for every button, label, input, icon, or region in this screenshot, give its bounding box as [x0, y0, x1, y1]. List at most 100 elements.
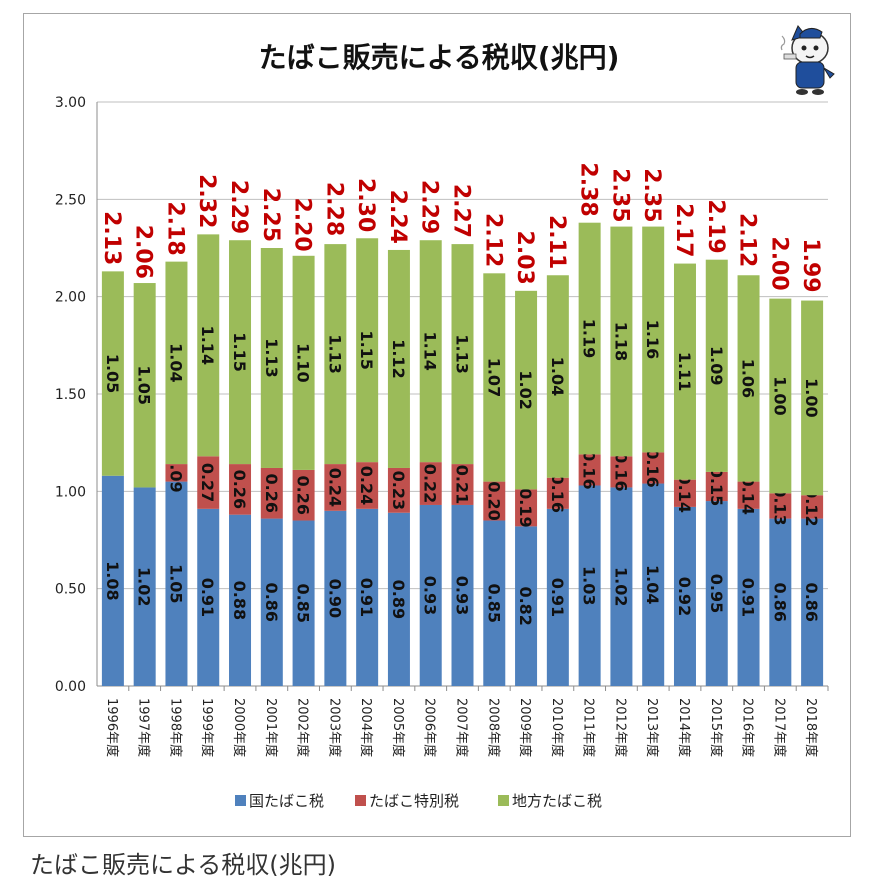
y-tick-label: 2.50	[55, 192, 86, 208]
x-category-label: 2015年度	[708, 698, 724, 757]
bar-segment-1	[769, 518, 792, 686]
total-value-label: 2.25	[258, 188, 283, 242]
bar-segment-1	[610, 487, 633, 686]
bar-segment-3	[801, 300, 824, 496]
total-value-label: 2.29	[417, 180, 442, 234]
segment-value-label: 0.91	[357, 578, 376, 617]
segment-value-label: 0.16	[611, 452, 630, 491]
segment-value-label: 0.95	[707, 574, 726, 613]
bar-segment-3	[546, 275, 569, 478]
segment-value-label: 1.05	[166, 564, 185, 603]
segment-value-label: 1.09	[707, 346, 726, 385]
segment-value-label: 0.16	[548, 474, 567, 513]
total-value-label: 2.28	[321, 182, 346, 236]
bar-segment-1	[515, 526, 538, 686]
bar-segment-1	[705, 501, 728, 686]
segment-value-label: 0.89	[389, 580, 408, 619]
bar-segment-2	[737, 481, 760, 509]
bar-segment-2	[229, 464, 252, 515]
x-category-label: 1997年度	[136, 698, 152, 757]
x-category-label: 2007年度	[454, 698, 470, 757]
bar-segment-3	[769, 298, 792, 494]
segment-value-label: 0.26	[262, 474, 281, 513]
x-category-label: 2001年度	[263, 698, 279, 757]
legend-swatch-3	[498, 795, 509, 806]
x-category-label: 2018年度	[803, 698, 819, 757]
segment-value-label: 0.24	[325, 468, 344, 507]
bar-segment-1	[578, 485, 601, 686]
bar-segment-2	[642, 452, 665, 484]
bar-segment-2	[769, 493, 792, 519]
y-tick-label: 1.00	[55, 484, 86, 500]
x-category-label: 2008年度	[485, 698, 501, 757]
legend-swatch-1	[235, 795, 246, 806]
total-value-label: 2.35	[639, 168, 664, 222]
bar-segment-1	[642, 483, 665, 686]
x-category-label: 2014年度	[676, 698, 692, 757]
segment-value-label: 0.85	[294, 584, 313, 623]
segment-value-label: 1.05	[103, 354, 122, 393]
bar-segment-1	[197, 508, 220, 686]
bar-segment-2	[801, 495, 824, 519]
x-category-label: 2009年度	[517, 698, 533, 757]
x-category-label: 2005年度	[390, 698, 406, 757]
bar-segment-1	[419, 504, 442, 686]
segment-value-label: 0.91	[739, 578, 758, 617]
segment-value-label: 0.19	[516, 488, 535, 527]
segment-value-label: 1.06	[739, 359, 758, 398]
total-value-label: 2.12	[735, 213, 760, 267]
segment-value-label: 1.13	[453, 334, 472, 373]
segment-value-label: 1.07	[484, 358, 503, 397]
segment-value-label: 1.15	[230, 332, 249, 371]
segment-value-label: 1.04	[643, 565, 662, 604]
bar-segment-2	[260, 467, 283, 519]
bar-segment-3	[292, 255, 315, 470]
x-category-label: 1998年度	[167, 698, 183, 757]
segment-value-label: 0.22	[421, 464, 440, 503]
bar-segment-3	[260, 248, 283, 468]
segment-value-label: 0.26	[294, 475, 313, 514]
x-category-label: 2011年度	[581, 698, 597, 757]
bar-segment-3	[387, 249, 410, 468]
total-value-label: 2.29	[226, 180, 251, 234]
total-value-label: 2.32	[194, 174, 219, 228]
segment-value-label: 1.14	[421, 331, 440, 370]
total-value-label: 2.35	[607, 168, 632, 222]
x-category-label: 2003年度	[326, 698, 342, 757]
bar-segment-1	[387, 512, 410, 686]
bar-segment-3	[705, 259, 728, 472]
segment-value-label: 1.15	[357, 330, 376, 369]
segment-value-label: 0.16	[643, 448, 662, 487]
bar-segment-3	[133, 283, 156, 488]
segment-value-label: 0.85	[484, 584, 503, 623]
segment-value-label: 1.13	[325, 334, 344, 373]
total-value-label: 2.17	[671, 203, 696, 257]
x-category-label: 2010年度	[549, 698, 565, 757]
segment-value-label: 0.12	[802, 487, 821, 526]
segment-value-label: 1.16	[643, 320, 662, 359]
bar-segment-2	[292, 469, 315, 521]
bar-segment-2	[324, 464, 347, 511]
x-category-label: 2012年度	[612, 698, 628, 757]
bar-segment-3	[515, 290, 538, 490]
segment-value-label: 0.14	[739, 475, 758, 514]
total-value-label: 2.00	[766, 236, 791, 290]
y-tick-label: 0.00	[55, 679, 86, 695]
bar-segment-2	[451, 464, 474, 505]
bar-segment-3	[642, 226, 665, 453]
segment-value-label: 1.18	[611, 322, 630, 361]
bar-segment-1	[483, 520, 506, 686]
bar-segment-1	[101, 475, 124, 686]
x-category-label: 2004年度	[358, 698, 374, 757]
bar-segment-3	[578, 222, 601, 455]
total-value-label: 2.12	[480, 213, 505, 267]
segment-value-label: 1.05	[135, 365, 154, 404]
segment-value-label: 0.14	[675, 474, 694, 513]
bar-segment-1	[292, 520, 315, 686]
bar-segment-1	[451, 504, 474, 686]
segment-value-label: 1.02	[135, 567, 154, 606]
bar-segment-1	[356, 508, 379, 686]
bar-segment-2	[387, 467, 410, 513]
segment-value-label: 1.13	[262, 338, 281, 377]
bar-segment-3	[165, 261, 188, 465]
